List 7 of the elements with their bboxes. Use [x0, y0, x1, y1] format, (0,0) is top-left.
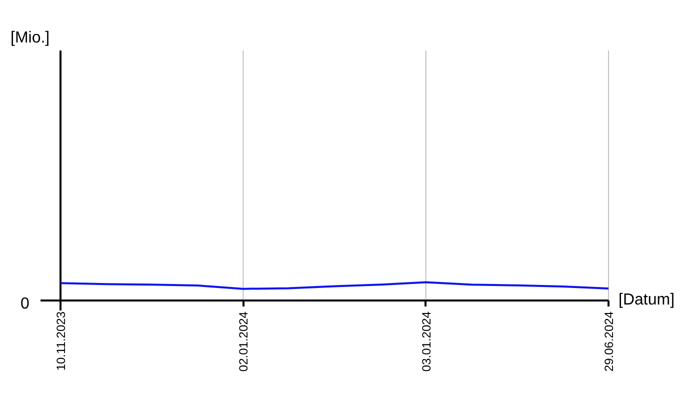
x-tick-label: 10.11.2023	[54, 311, 68, 371]
x-tick-label: 02.01.2024	[236, 311, 251, 372]
x-tick-label: 29.06.2024	[602, 311, 616, 372]
x-tick-label: 03.01.2024	[419, 311, 434, 372]
x-axis-title: [Datum]	[618, 292, 675, 308]
text: 0	[20, 296, 30, 312]
text: [Mio.]	[10, 30, 50, 46]
